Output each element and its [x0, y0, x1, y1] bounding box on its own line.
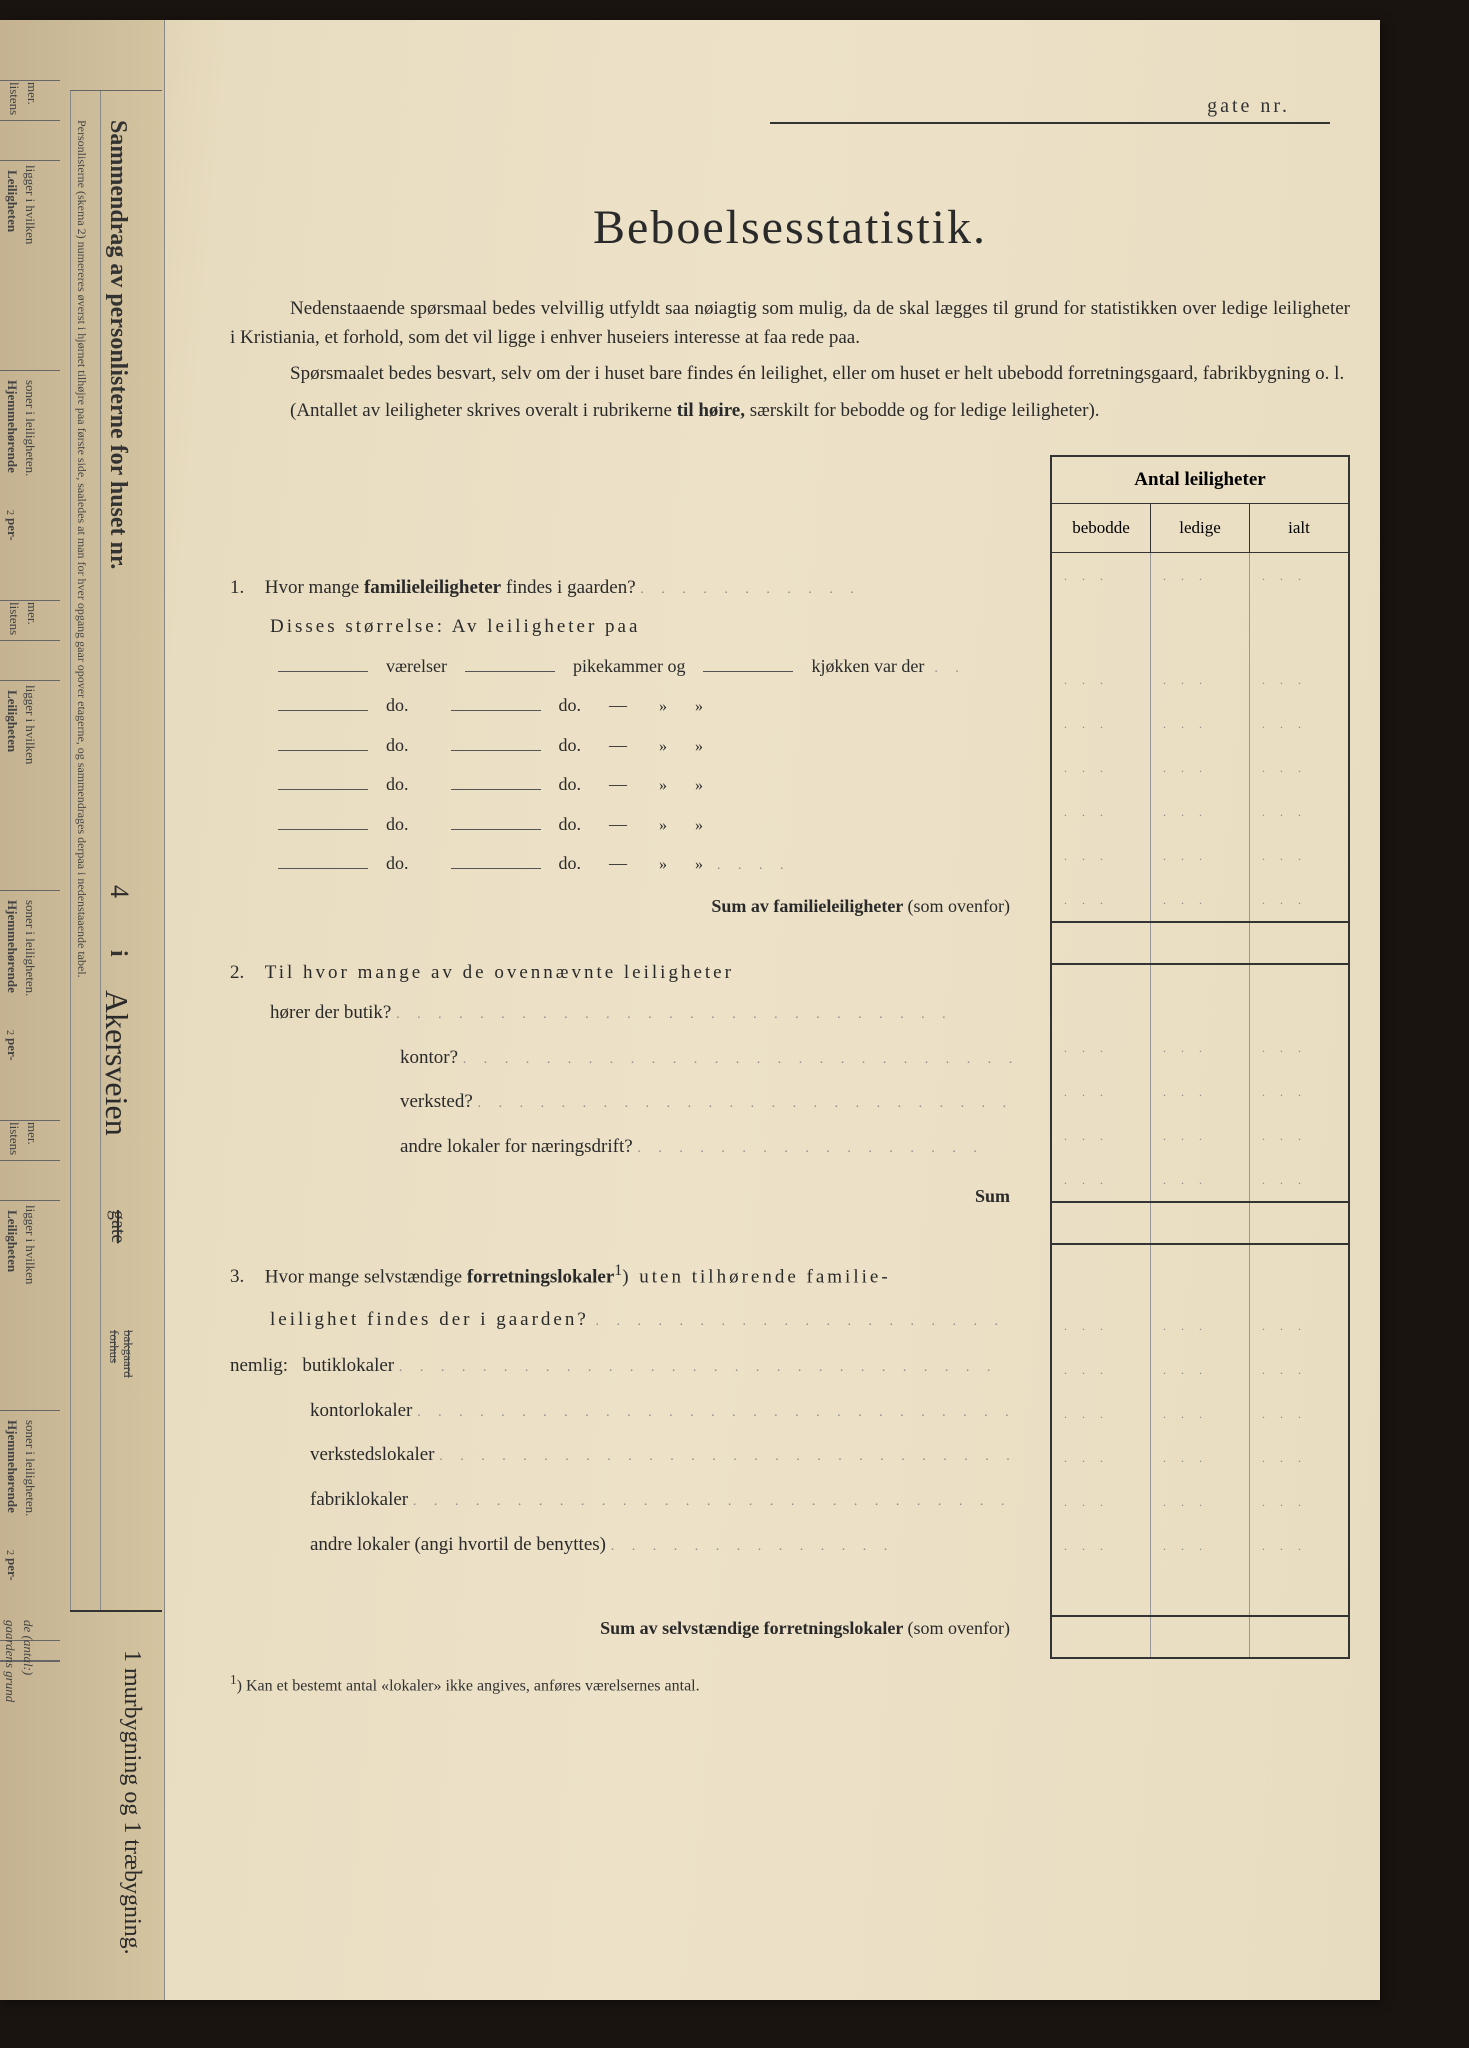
col-ialt: ialt: [1250, 504, 1348, 552]
count-rows: . . .. . .. . . . . .. . .. . . . . .. .…: [1050, 553, 1350, 1659]
intro-p2: Spørsmaalet bedes besvart, selv om der i…: [230, 360, 1350, 389]
q3-fabrik: fabriklokaler . . . . . . . . . . . . . …: [310, 1487, 1020, 1514]
q3-andre: andre lokaler (angi hvortil de benyttes)…: [310, 1532, 1020, 1559]
q3-sum: Sum av selvstændige forretningslokaler (…: [230, 1616, 1020, 1641]
left-label-listens-3: listens: [6, 1122, 22, 1155]
q2-num: 2.: [230, 960, 260, 987]
left-sup2: 2: [4, 510, 15, 515]
count-header-title: Antal leiligheter: [1052, 457, 1348, 504]
left-label-listens-2: listens: [6, 602, 22, 635]
struck-gate: gate: [106, 1210, 129, 1243]
left-label-hjemme-2: Hjemmehørende: [4, 900, 20, 993]
q2-kontor: kontor? . . . . . . . . . . . . . . . . …: [400, 1045, 1020, 1072]
left-sup2-3: 2: [4, 1550, 15, 1555]
size-row-5: do. do. —»»: [270, 812, 1020, 837]
left-label-mer-3: mer.: [24, 1122, 40, 1145]
main-content: gate nr. Beboelsesstatistik. Nedenstaaen…: [230, 120, 1350, 1698]
left-label-mer: mer.: [24, 82, 40, 105]
left-label-leiligheten-2: Leiligheten: [4, 690, 20, 752]
q2-sub: hører der butik? . . . . . . . . . . . .…: [270, 1000, 1020, 1027]
left-label-listens: listens: [6, 82, 22, 115]
left-column-2: Sammendrag av personlisterne for huset n…: [70, 90, 160, 1970]
question-3: 3. Hvor mange selvstændige forretningslo…: [230, 1260, 1020, 1291]
intro-text: Nedenstaaende spørsmaal bedes velvillig …: [230, 295, 1350, 425]
left-label-hjemme: Hjemmehørende: [4, 380, 20, 473]
left-label-ligger: ligger i hvilken: [22, 165, 38, 244]
col-ledige: ledige: [1151, 504, 1250, 552]
document-page: listens mer. Leiligheten ligger i hvilke…: [0, 20, 1380, 2000]
gate-number-line: gate nr.: [770, 120, 1330, 124]
intro-p3: (Antallet av leiligheter skrives overalt…: [230, 397, 1350, 426]
size-row-6: do. do. —»» . . . .: [270, 851, 1020, 876]
q1-num: 1.: [230, 575, 260, 602]
q2-sum: Sum: [230, 1184, 1020, 1209]
left-label-ligger-3: ligger i hvilken: [22, 1205, 38, 1284]
left-label-per-3: per-: [4, 1558, 20, 1581]
q2-verksted: verksted? . . . . . . . . . . . . . . . …: [400, 1089, 1020, 1116]
size-row-3: do. do. —»»: [270, 733, 1020, 758]
sammendrag-heading: Sammendrag av personlisterne for huset n…: [104, 120, 131, 569]
handwritten-street: Akersveien: [98, 990, 135, 1136]
q2-andre: andre lokaler for næringsdrift? . . . . …: [400, 1134, 1020, 1161]
footnote: 1) Kan et bestemt antal «lokaler» ikke a…: [230, 1671, 1020, 1698]
left-label-leiligheten-3: Leiligheten: [4, 1210, 20, 1272]
questions: 1. Hvor mange familieleiligheter findes …: [230, 455, 1020, 1698]
page-title: Beboelsesstatistik.: [230, 200, 1350, 255]
left-label-soner: soner i leiligheten.: [22, 380, 38, 476]
left-antal: de (antal:): [20, 1620, 36, 1675]
left-label-soner-3: soner i leiligheten.: [22, 1420, 38, 1516]
q1-sub: Disses størrelse: Av leiligheter paa: [270, 614, 1020, 641]
struck-bakgaard: bakgaard: [120, 1330, 136, 1378]
left-gaardens: gaardens grund: [2, 1620, 18, 1702]
left-label-leiligheten: Leiligheten: [4, 170, 20, 232]
left-label-mer-2: mer.: [24, 602, 40, 625]
intro-p1: Nedenstaaende spørsmaal bedes velvillig …: [230, 295, 1350, 352]
size-row-4: do. do. —»»: [270, 772, 1020, 797]
sammendrag-i: i: [104, 950, 131, 957]
question-1: 1. Hvor mange familieleiligheter findes …: [230, 575, 1020, 602]
left-label-per-2: per-: [4, 1038, 20, 1061]
handwritten-building-note: 1 murbygning og 1 træbygning.: [118, 1650, 145, 1955]
q3-kontor: kontorlokaler . . . . . . . . . . . . . …: [310, 1398, 1020, 1425]
left-label-soner-2: soner i leiligheten.: [22, 900, 38, 996]
col-bebodde: bebodde: [1052, 504, 1151, 552]
handwritten-house-nr: 4: [104, 885, 134, 898]
q3-verksted: verkstedslokaler . . . . . . . . . . . .…: [310, 1442, 1020, 1469]
left-label-ligger-2: ligger i hvilken: [22, 685, 38, 764]
left-sup2-2: 2: [4, 1030, 15, 1035]
q3-nemlig-line: nemlig: butiklokaler . . . . . . . . . .…: [230, 1353, 1020, 1380]
left-label-per: per-: [4, 518, 20, 541]
count-table: Antal leiligheter bebodde ledige ialt . …: [1050, 455, 1350, 1659]
personlisterne-note: Personlisterne (skema 2) numereres øvers…: [74, 120, 89, 978]
size-row-1: værelser pikekammer og kjøkken var der .…: [270, 654, 1020, 679]
question-2: 2. Til hvor mange av de ovennævnte leili…: [230, 960, 1020, 987]
size-row-2: do. do. —»»: [270, 693, 1020, 718]
content-body: Antal leiligheter bebodde ledige ialt . …: [230, 455, 1350, 1698]
gate-label: gate nr.: [1207, 95, 1290, 118]
q1-sum: Sum av familieleiligheter (som ovenfor): [230, 894, 1020, 919]
count-table-header: Antal leiligheter bebodde ledige ialt: [1050, 455, 1350, 553]
left-label-hjemme-3: Hjemmehørende: [4, 1420, 20, 1513]
q3-num: 3.: [230, 1264, 260, 1291]
left-margin-strip: listens mer. Leiligheten ligger i hvilke…: [0, 20, 165, 2000]
q3-sub: leilighet findes der i gaarden? . . . . …: [270, 1307, 1020, 1334]
